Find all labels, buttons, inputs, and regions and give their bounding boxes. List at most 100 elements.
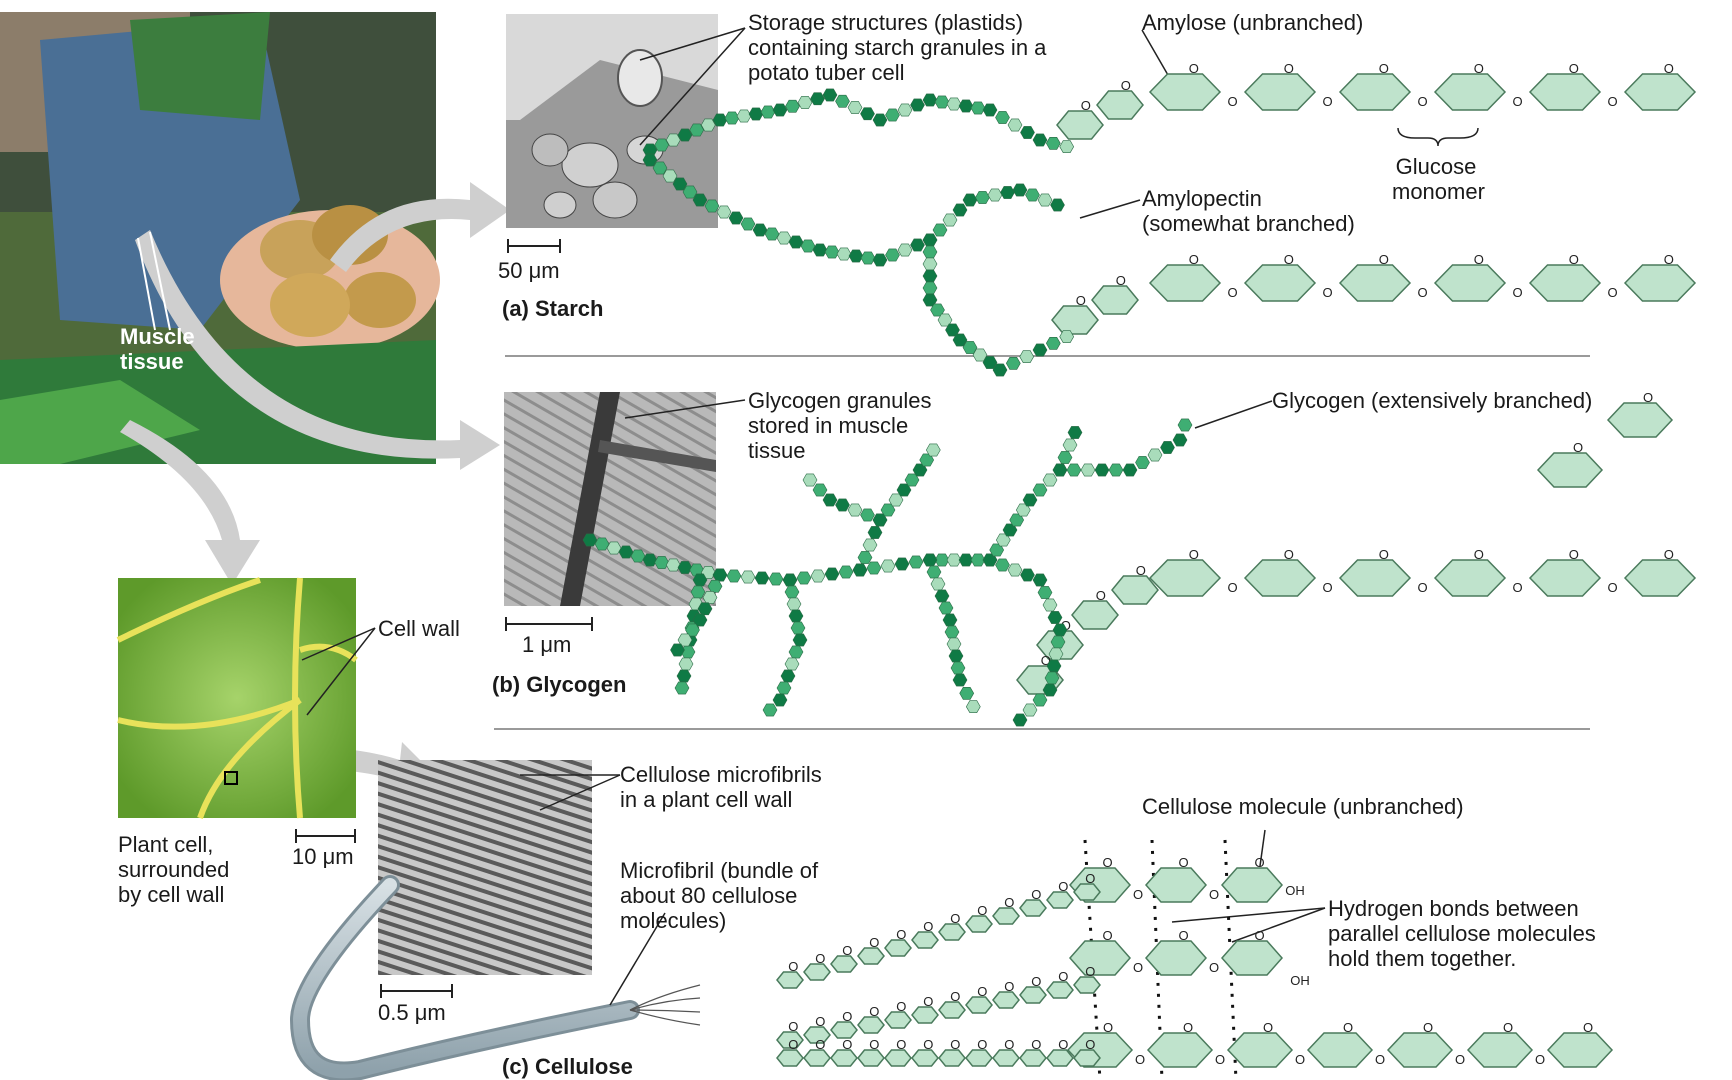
linkage-oxygen-label: O xyxy=(1607,94,1617,109)
ring-oxygen-label: O xyxy=(1379,252,1389,267)
glucose-bead xyxy=(792,633,808,647)
glucose-bead xyxy=(885,108,900,122)
glucose-bead xyxy=(752,223,768,237)
ring-oxygen-label: O xyxy=(1254,928,1264,943)
glucose-bead xyxy=(1044,671,1060,685)
glucose-bead xyxy=(700,566,716,579)
glucose-bead xyxy=(1000,186,1015,199)
glucose-bead xyxy=(970,101,986,115)
glucose-bead xyxy=(1057,451,1073,464)
glucose-ring: O xyxy=(965,984,993,1014)
glucose-bead xyxy=(788,235,804,249)
glucose-ring: O xyxy=(911,1037,939,1067)
glucose-ring: O xyxy=(1528,547,1602,597)
ring-oxygen-label: O xyxy=(1474,61,1484,76)
glucose-bead xyxy=(677,561,693,574)
ring-oxygen-label: O xyxy=(1031,887,1041,902)
glucose-bead xyxy=(802,473,818,487)
linkage-oxygen-label: O xyxy=(1209,887,1219,902)
linkage-oxygen-label: O xyxy=(1417,580,1427,595)
linkage-oxygen-label: O xyxy=(1455,1052,1465,1067)
glucose-bead xyxy=(1007,563,1023,577)
glucose-bead xyxy=(685,623,700,637)
cellulose-molecule-label: Cellulose molecule (unbranched) xyxy=(1142,794,1464,819)
ring-oxygen-label: O xyxy=(869,1004,879,1019)
glucose-bead xyxy=(1050,198,1065,212)
glucose-bead xyxy=(1032,573,1048,587)
plant-cell-label: Plant cell, surrounded by cell wall xyxy=(118,832,230,907)
glucose-bead xyxy=(762,703,778,717)
ring-oxygen-label: O xyxy=(842,943,852,958)
ring-oxygen-label: O xyxy=(1031,974,1041,989)
glucose-bead xyxy=(1012,183,1028,197)
linkage-oxygen-label: O xyxy=(1417,94,1427,109)
glucose-bead xyxy=(772,693,788,707)
glucose-bead xyxy=(847,101,863,114)
ring-oxygen-label: O xyxy=(1189,61,1199,76)
glucose-bead xyxy=(848,249,864,263)
glucose-bead xyxy=(618,545,634,559)
glucose-ring: O xyxy=(776,1019,804,1049)
glucose-ring: O xyxy=(1073,1037,1101,1067)
glucose-bead xyxy=(712,113,728,127)
ring-oxygen-label: O xyxy=(1031,1037,1041,1052)
glucose-bead xyxy=(662,169,678,183)
glucose-bead xyxy=(812,243,828,257)
glucose-ring: O xyxy=(1528,61,1602,111)
ring-oxygen-label: O xyxy=(1573,440,1583,455)
ring-oxygen-label: O xyxy=(977,903,987,918)
glucose-bead xyxy=(782,573,798,587)
glucose-bead xyxy=(676,669,692,683)
glucose-bead xyxy=(1059,330,1075,344)
ring-oxygen-label: O xyxy=(1178,855,1188,870)
glucose-bead xyxy=(670,643,685,657)
linkage-oxygen-label: O xyxy=(1133,960,1143,975)
ring-oxygen-label: O xyxy=(842,1037,852,1052)
ring-oxygen-label: O xyxy=(1254,855,1264,870)
glucose-ring: O xyxy=(1528,252,1602,302)
glucose-bead xyxy=(1052,623,1068,637)
glucose-bead xyxy=(948,649,964,663)
glucose-ring: O xyxy=(884,927,912,957)
glucose-bead xyxy=(1045,336,1061,350)
starch-micrograph xyxy=(506,14,718,228)
glucose-ring: O xyxy=(911,919,939,949)
ring-oxygen-label: O xyxy=(923,919,933,934)
glucose-bead xyxy=(772,103,788,117)
hydrogen-bonds-label: Hydrogen bonds between parallel cellulos… xyxy=(1328,896,1596,971)
glucose-bead xyxy=(740,217,756,231)
glucose-ring: O xyxy=(1433,61,1507,111)
cell-wall-label: Cell wall xyxy=(378,616,460,641)
glucose-bead xyxy=(796,571,812,585)
glucose-bead xyxy=(1020,126,1035,139)
glucose-bead xyxy=(642,553,658,567)
glucose-ring: O xyxy=(1144,928,1208,976)
ring-oxygen-label: O xyxy=(788,1019,798,1034)
glucose-bead xyxy=(857,551,873,564)
glucose-bead xyxy=(867,526,883,539)
ring-oxygen-label: O xyxy=(896,999,906,1014)
glucose-ring: O xyxy=(1306,1020,1374,1068)
glucose-ring: O xyxy=(1148,61,1222,111)
glucose-bead xyxy=(700,118,716,132)
glucose-ring: O xyxy=(1466,1020,1534,1068)
glucose-bead xyxy=(1160,441,1175,454)
linkage-oxygen-label: O xyxy=(1133,887,1143,902)
glucose-bead xyxy=(894,557,910,571)
glucose-monomer-label: Glucose monomer xyxy=(1392,154,1485,204)
glucose-bead xyxy=(930,577,946,591)
ring-oxygen-label: O xyxy=(923,994,933,1009)
glucose-ring: O xyxy=(830,1037,858,1067)
glucose-bead xyxy=(812,483,828,497)
linkage-oxygen-label: O xyxy=(1215,1052,1225,1067)
glucose-bead xyxy=(970,553,986,567)
glucose-ring: O xyxy=(1068,928,1132,976)
glucose-bead xyxy=(958,553,974,567)
ring-oxygen-label: O xyxy=(1004,895,1014,910)
glucose-bead xyxy=(764,227,780,241)
glucose-ring: O xyxy=(1606,390,1674,438)
glucose-bead xyxy=(736,109,752,123)
linkage-oxygen-label: O xyxy=(1227,580,1237,595)
branched-chains xyxy=(582,88,1193,727)
